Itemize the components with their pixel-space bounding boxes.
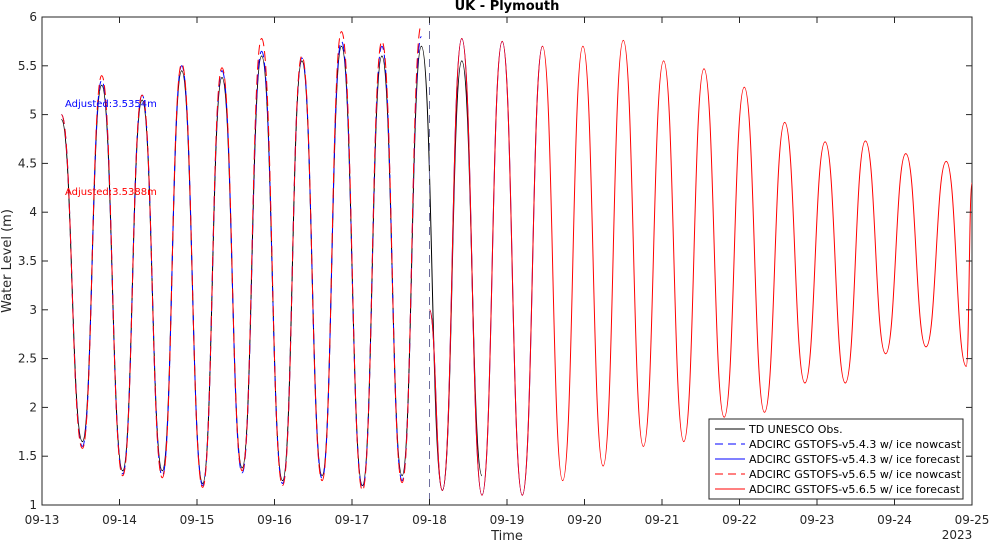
legend: TD UNESCO Obs. ADCIRC GSTOFS-v5.4.3 w/ i… (708, 418, 964, 500)
x-tick-label: 09-24 (877, 513, 912, 527)
x-tick-label: 09-20 (567, 513, 602, 527)
y-tick-label: 5.5 (18, 59, 37, 73)
chart-title: UK - Plymouth (455, 0, 560, 14)
y-tick-label: 2.5 (18, 352, 37, 366)
x-axis-label: Time (490, 529, 523, 541)
x-tick-label: 09-15 (180, 513, 215, 527)
year-label: 2023 (942, 528, 973, 541)
ticks-layer: 09-13 09-14 09-15 09-16 09-17 09-18 09-19 09-20… (18, 10, 989, 527)
y-tick-label: 5 (29, 108, 37, 122)
legend-label-1: ADCIRC GSTOFS-v5.4.3 w/ ice nowcast (749, 438, 962, 451)
legend-box (708, 418, 964, 500)
annotation-red: Adjusted:3.5388m (65, 187, 157, 198)
y-tick-label: 4.5 (18, 156, 37, 170)
x-tick-label: 09-25 (955, 513, 989, 527)
x-tick-label: 09-23 (800, 513, 835, 527)
series-line-4 (429, 37, 973, 496)
y-tick-label: 1.5 (18, 449, 37, 463)
y-tick-label: 1 (29, 498, 37, 512)
y-tick-label: 4 (29, 205, 37, 219)
x-tick-label: 09-14 (102, 513, 137, 527)
x-tick-label: 09-17 (335, 513, 370, 527)
x-tick-label: 09-18 (412, 513, 447, 527)
y-tick-label: 3.5 (18, 254, 37, 268)
series-line-3 (60, 24, 422, 491)
x-tick-label: 09-13 (25, 513, 60, 527)
y-tick-label: 6 (29, 10, 37, 24)
legend-label-2: ADCIRC GSTOFS-v5.4.3 w/ ice forecast (749, 453, 961, 466)
x-tick-label: 09-19 (490, 513, 525, 527)
x-tick-label: 09-22 (722, 513, 757, 527)
y-tick-label: 2 (29, 400, 37, 414)
y-axis-label: Water Level (m) (0, 209, 15, 313)
series-layer (60, 24, 973, 496)
x-tick-label: 09-16 (257, 513, 292, 527)
x-tick-label: 09-21 (645, 513, 680, 527)
legend-label-4: ADCIRC GSTOFS-v5.6.5 w/ ice forecast (749, 483, 961, 496)
legend-label-3: ADCIRC GSTOFS-v5.6.5 w/ ice nowcast (749, 468, 962, 481)
y-tick-label: 3 (29, 303, 37, 317)
legend-label-0: TD UNESCO Obs. (748, 423, 843, 436)
annotation-blue: Adjusted:3.5354m (65, 99, 157, 110)
